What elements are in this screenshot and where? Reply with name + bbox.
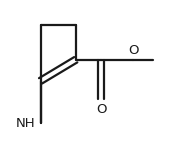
Text: O: O (96, 103, 106, 116)
Text: NH: NH (15, 117, 35, 129)
Text: O: O (128, 44, 139, 57)
